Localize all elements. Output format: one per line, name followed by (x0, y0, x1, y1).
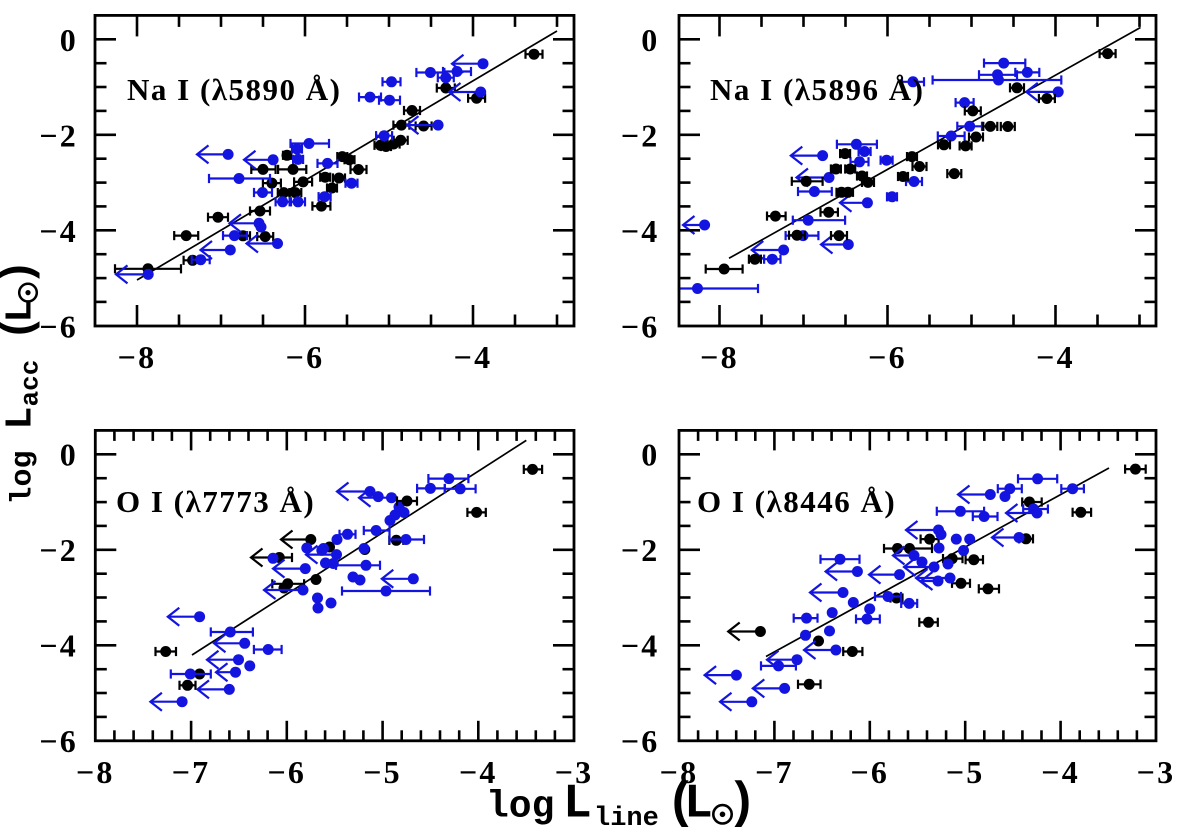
svg-text:log: log (486, 786, 554, 829)
svg-text:−4: −4 (39, 213, 78, 249)
svg-text:Na I (λ5890 Å): Na I (λ5890 Å) (127, 72, 341, 107)
svg-text:−2: −2 (621, 118, 660, 154)
svg-text:−6: −6 (621, 723, 660, 759)
svg-text:−3: −3 (1137, 754, 1176, 790)
svg-text:O I (λ7773 Å): O I (λ7773 Å) (116, 484, 315, 519)
svg-text:−8: −8 (118, 339, 157, 375)
svg-text:(: ( (666, 776, 696, 829)
svg-text:−6: −6 (850, 754, 889, 790)
svg-text:−6: −6 (267, 754, 306, 790)
svg-text:Na I (λ5896 Å): Na I (λ5896 Å) (710, 72, 924, 107)
svg-text:−6: −6 (868, 339, 907, 375)
svg-text:line: line (594, 804, 659, 829)
svg-text:−8: −8 (76, 754, 115, 790)
svg-text:log: log (7, 450, 41, 504)
svg-text:−4: −4 (1041, 754, 1080, 790)
svg-text:−3: −3 (555, 754, 594, 790)
svg-text:−4: −4 (39, 628, 78, 664)
svg-text:0: 0 (641, 437, 659, 473)
svg-text:−8: −8 (660, 754, 699, 790)
svg-text:−8: −8 (700, 339, 739, 375)
svg-text:): ) (0, 259, 45, 285)
svg-text:0: 0 (641, 22, 659, 58)
svg-text:−6: −6 (621, 309, 660, 345)
svg-text:−4: −4 (454, 339, 493, 375)
svg-text:−7: −7 (755, 754, 794, 790)
svg-text:−6: −6 (286, 339, 325, 375)
svg-text:L: L (0, 407, 43, 430)
svg-text:−2: −2 (39, 118, 78, 154)
svg-text:0: 0 (60, 22, 78, 58)
svg-text:(: ( (0, 315, 45, 341)
svg-text:−4: −4 (459, 754, 498, 790)
svg-text:−4: −4 (1036, 339, 1075, 375)
svg-text:−6: −6 (39, 309, 78, 345)
svg-text:−2: −2 (39, 532, 78, 568)
svg-text:L: L (0, 300, 43, 323)
svg-text:O I (λ8446 Å): O I (λ8446 Å) (697, 484, 896, 519)
svg-text:L: L (684, 778, 713, 829)
svg-text:−4: −4 (621, 213, 660, 249)
svg-text:): ) (727, 776, 757, 829)
svg-text:−4: −4 (621, 628, 660, 664)
svg-text:−7: −7 (172, 754, 211, 790)
svg-text:L: L (563, 778, 592, 829)
svg-text:−6: −6 (39, 723, 78, 759)
svg-text:−2: −2 (621, 532, 660, 568)
svg-text:acc: acc (16, 360, 46, 407)
svg-text:−5: −5 (363, 754, 402, 790)
svg-text:−5: −5 (946, 754, 985, 790)
svg-text:0: 0 (60, 437, 78, 473)
